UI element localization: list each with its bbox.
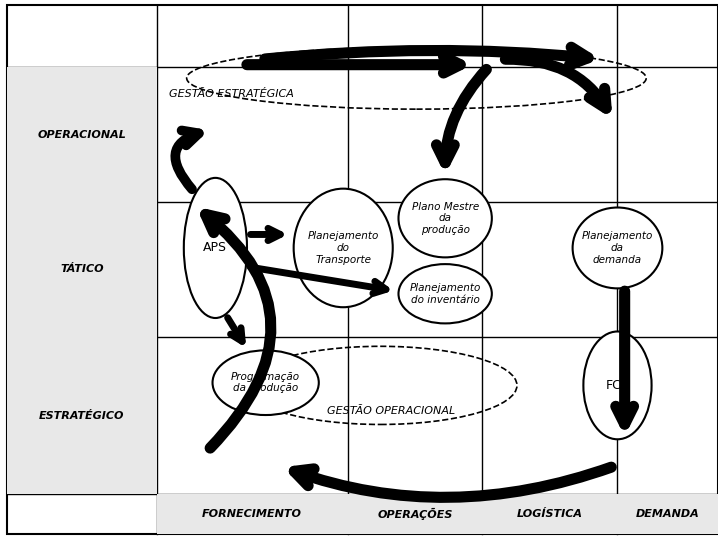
FancyArrowPatch shape [437,70,486,163]
Text: ESTRATÉGICO: ESTRATÉGICO [39,411,125,420]
Text: Planejamento
do
Transporte: Planejamento do Transporte [307,231,379,265]
Text: TÁTICO: TÁTICO [60,265,103,274]
Text: LOGÍSTICA: LOGÍSTICA [517,509,583,519]
FancyArrowPatch shape [251,229,280,240]
Text: APS: APS [203,241,228,254]
Text: FCS: FCS [605,379,630,392]
Bar [7,67,157,202]
Text: Programação
da produção: Programação da produção [231,372,300,393]
FancyArrowPatch shape [251,267,386,293]
Text: Plano Mestre
da
produção: Plano Mestre da produção [411,202,479,235]
FancyArrowPatch shape [294,467,611,497]
Bar [348,494,482,534]
FancyArrowPatch shape [505,59,606,108]
Text: DEMANDA: DEMANDA [636,509,699,519]
Bar [157,494,348,534]
Text: GESTÃO ESTRATÉGICA: GESTÃO ESTRATÉGICA [169,89,294,99]
Bar [7,202,157,337]
FancyArrowPatch shape [247,57,460,73]
Text: OPERACIONAL: OPERACIONAL [37,130,126,140]
Text: Planejamento
do inventário: Planejamento do inventário [409,283,481,305]
Ellipse shape [213,350,319,415]
Text: Planejamento
da
demanda: Planejamento da demanda [582,231,653,265]
Bar [482,494,617,534]
Text: FORNECIMENTO: FORNECIMENTO [202,509,302,519]
Ellipse shape [398,264,492,323]
FancyArrowPatch shape [205,215,271,448]
FancyArrowPatch shape [265,47,588,65]
Bar [7,337,157,494]
Bar [617,494,718,534]
Ellipse shape [398,179,492,258]
Text: GESTÃO OPERACIONAL: GESTÃO OPERACIONAL [327,406,455,416]
FancyArrowPatch shape [228,317,242,341]
Ellipse shape [583,331,652,439]
Text: OPERAÇÕES: OPERAÇÕES [378,508,452,520]
Ellipse shape [573,208,662,288]
FancyArrowPatch shape [175,130,199,189]
FancyArrowPatch shape [616,291,633,424]
Ellipse shape [184,178,247,318]
Ellipse shape [294,189,393,307]
